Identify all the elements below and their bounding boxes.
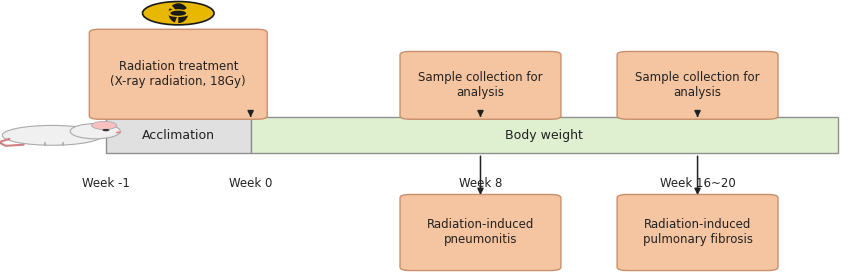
FancyBboxPatch shape (617, 194, 778, 271)
Text: Week 8: Week 8 (458, 177, 502, 190)
Text: Radiation treatment
(X-ray radiation, 18Gy): Radiation treatment (X-ray radiation, 18… (110, 60, 246, 88)
Text: Radiation-induced
pneumonitis: Radiation-induced pneumonitis (427, 218, 534, 247)
Circle shape (170, 11, 186, 16)
Text: Week 16~20: Week 16~20 (660, 177, 735, 190)
Circle shape (170, 11, 186, 16)
Circle shape (102, 129, 109, 131)
Polygon shape (178, 11, 188, 23)
FancyBboxPatch shape (400, 52, 561, 119)
Circle shape (92, 121, 117, 129)
Ellipse shape (71, 124, 120, 139)
Polygon shape (169, 8, 177, 23)
Text: Body weight: Body weight (506, 129, 583, 142)
FancyBboxPatch shape (89, 29, 267, 119)
Text: Sample collection for
analysis: Sample collection for analysis (636, 71, 760, 99)
Circle shape (143, 1, 214, 25)
Text: Sample collection for
analysis: Sample collection for analysis (418, 71, 543, 99)
Circle shape (115, 131, 121, 133)
Polygon shape (172, 3, 187, 11)
Ellipse shape (3, 126, 102, 145)
Circle shape (167, 9, 190, 17)
Text: Radiation-induced
pulmonary fibrosis: Radiation-induced pulmonary fibrosis (642, 218, 752, 247)
FancyBboxPatch shape (617, 52, 778, 119)
FancyBboxPatch shape (250, 117, 838, 153)
FancyBboxPatch shape (400, 194, 561, 271)
Text: Acclimation: Acclimation (142, 129, 215, 142)
Text: Week 0: Week 0 (229, 177, 273, 190)
Text: Week -1: Week -1 (82, 177, 130, 190)
FancyBboxPatch shape (106, 117, 250, 153)
